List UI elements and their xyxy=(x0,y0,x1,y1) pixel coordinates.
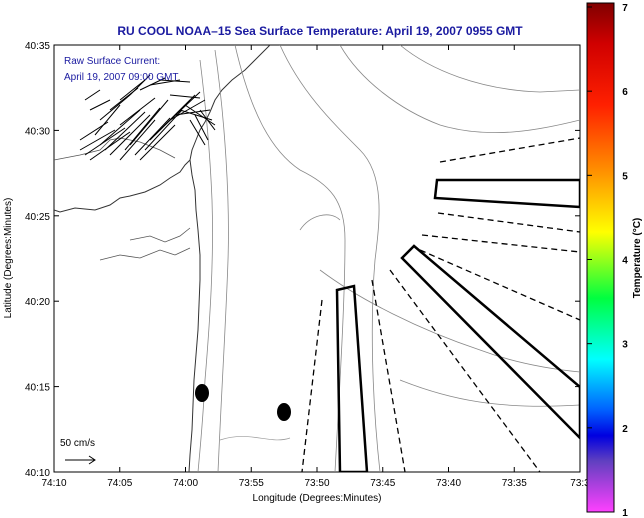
inlet-line xyxy=(99,247,191,261)
contour-4 xyxy=(279,45,381,472)
annotation-line-1: Raw Surface Current: xyxy=(64,56,160,67)
y-tick-label: 40:25 xyxy=(25,212,50,223)
bay-shore xyxy=(54,137,176,161)
transect-lines xyxy=(301,137,580,472)
y-tick-label: 40:30 xyxy=(25,126,50,137)
colorbar-tick-label: 1 xyxy=(622,508,628,518)
colorbar-tick-label: 6 xyxy=(622,87,628,98)
x-axis-ticks: 74:10 74:05 74:00 73:55 73:50 73:45 73:40 73:35… xyxy=(41,45,590,489)
annotation-line-2: April 19, 2007 09:00 GMT xyxy=(64,72,179,83)
contour-2 xyxy=(214,49,229,472)
contour-9 xyxy=(399,379,580,407)
contour-6 xyxy=(399,45,580,93)
colorbar-tick-label: 7 xyxy=(622,3,628,14)
x-tick-label: 74:05 xyxy=(107,478,132,489)
x-tick-label: 74:10 xyxy=(41,478,66,489)
x-tick-label: 73:50 xyxy=(304,478,329,489)
y-tick-label: 40:15 xyxy=(25,383,50,394)
x-tick-label: 73:45 xyxy=(370,478,395,489)
x-axis-label: Longitude (Degrees:Minutes) xyxy=(253,493,382,504)
station-marker-1 xyxy=(195,384,209,402)
sampling-box-south xyxy=(335,284,369,472)
x-tick-label: 73:55 xyxy=(239,478,264,489)
x-tick-label: 73:40 xyxy=(436,478,461,489)
sampling-box-east xyxy=(433,178,580,209)
colorbar-ticks: 7 6 5 4 3 2 1 xyxy=(587,3,628,518)
contour-7 xyxy=(319,269,580,373)
sampling-box-southeast xyxy=(400,244,580,440)
colorbar xyxy=(586,2,615,513)
contour-1 xyxy=(197,59,213,472)
y-axis-ticks: 40:35 40:30 40:25 40:20 40:15 40:10 xyxy=(25,41,580,479)
colorbar-tick-label: 3 xyxy=(622,340,628,351)
colorbar-tick-label: 2 xyxy=(622,424,628,435)
colorbar-label: Temperature (°C) xyxy=(632,218,643,299)
y-tick-label: 40:35 xyxy=(25,41,50,52)
colorbar-tick-label: 5 xyxy=(622,171,628,182)
colorbar-tick-label: 4 xyxy=(622,256,628,267)
map-content xyxy=(54,45,580,472)
scale-label: 50 cm/s xyxy=(60,438,95,449)
contour-3 xyxy=(234,45,346,472)
y-tick-label: 40:20 xyxy=(25,297,50,308)
scale-arrow xyxy=(65,455,96,465)
contour-10 xyxy=(219,436,291,441)
station-marker-2 xyxy=(277,403,291,421)
x-tick-label: 73:3 xyxy=(570,478,590,489)
y-axis-label: Latitude (Degrees:Minutes) xyxy=(3,198,14,319)
contour-8 xyxy=(299,214,341,231)
figure-title: RU COOL NOAA–15 Sea Surface Temperature:… xyxy=(117,24,523,38)
x-tick-label: 74:00 xyxy=(173,478,198,489)
x-tick-label: 73:35 xyxy=(502,478,527,489)
coastline-west xyxy=(188,159,201,472)
current-vectors xyxy=(79,74,216,161)
river-line xyxy=(129,227,191,243)
contour-5 xyxy=(339,45,580,134)
plot-area xyxy=(53,44,581,473)
y-tick-label: 40:10 xyxy=(25,468,50,479)
